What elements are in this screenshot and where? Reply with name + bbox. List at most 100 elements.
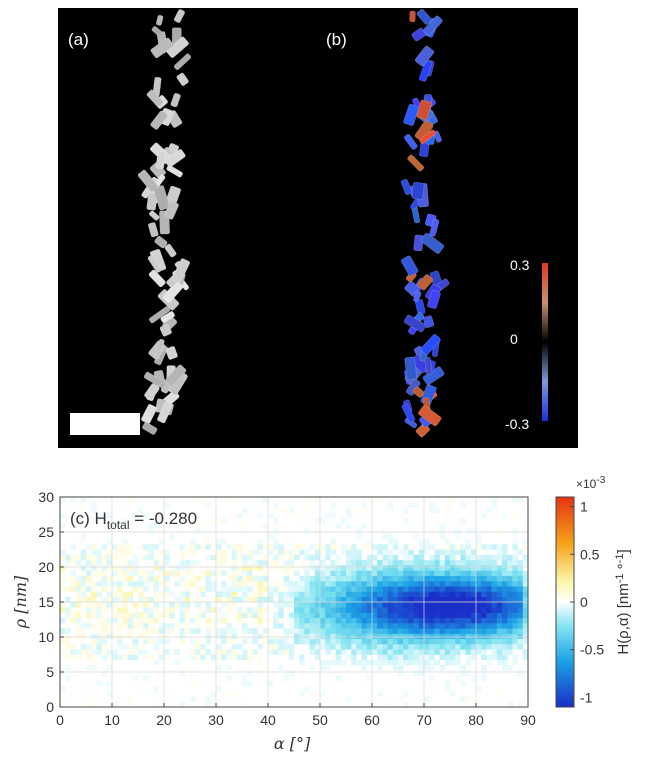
heatmap-cell bbox=[325, 544, 331, 550]
heatmap-cell bbox=[96, 549, 102, 556]
heatmap-cell bbox=[351, 612, 357, 619]
heatmap-cell bbox=[96, 617, 102, 624]
heatmap-cell bbox=[346, 633, 352, 640]
heatmap-cell bbox=[112, 654, 118, 661]
heatmap-cell bbox=[512, 659, 518, 666]
heatmap-cell bbox=[226, 654, 232, 661]
heatmap-cell bbox=[491, 502, 498, 508]
heatmap-cell bbox=[226, 638, 232, 645]
heatmap-cell bbox=[476, 533, 482, 540]
heatmap-cell bbox=[320, 596, 326, 603]
heatmap-cell bbox=[320, 518, 326, 524]
heatmap-cell bbox=[132, 602, 139, 608]
heatmap-cell bbox=[512, 528, 518, 535]
heatmap-cell bbox=[294, 607, 300, 613]
heatmap-cell bbox=[377, 560, 383, 566]
heatmap-cell bbox=[268, 560, 274, 566]
heatmap-cell bbox=[60, 638, 66, 645]
heatmap-cell bbox=[372, 644, 378, 650]
heatmap-cell bbox=[496, 628, 503, 634]
heatmap-cell bbox=[75, 554, 82, 561]
heatmap-cell bbox=[205, 696, 212, 703]
heatmap-cell bbox=[226, 570, 232, 577]
heatmap-cell bbox=[164, 633, 170, 640]
heatmap-cell bbox=[106, 617, 113, 624]
heatmap-cell bbox=[320, 638, 326, 645]
heatmap-cell bbox=[387, 570, 394, 577]
heatmap-cell bbox=[481, 602, 487, 608]
scale-bar bbox=[70, 413, 140, 435]
heatmap-cell bbox=[210, 518, 217, 524]
heatmap-cell bbox=[309, 638, 316, 645]
heatmap-cell bbox=[496, 596, 503, 603]
heatmap-cell bbox=[190, 654, 196, 661]
heatmap-cell bbox=[91, 549, 97, 556]
heatmap-cell bbox=[91, 665, 97, 671]
heatmap-cell bbox=[465, 565, 472, 571]
particle-grey bbox=[160, 311, 175, 323]
heatmap-cell bbox=[117, 581, 123, 587]
heatmap-cell bbox=[418, 633, 425, 640]
heatmap-cell bbox=[231, 596, 238, 603]
heatmap-cell bbox=[148, 612, 154, 619]
heatmap-cell bbox=[184, 581, 191, 587]
heatmap-cell bbox=[372, 649, 378, 655]
heatmap-cell bbox=[507, 554, 513, 561]
heatmap-cell bbox=[190, 581, 196, 587]
heatmap-cell bbox=[86, 617, 92, 624]
heatmap-cell bbox=[502, 665, 508, 671]
heatmap-cell bbox=[496, 654, 503, 661]
heatmap-cell bbox=[496, 565, 503, 571]
heatmap-cell bbox=[216, 518, 222, 524]
heatmap-cell bbox=[403, 586, 409, 592]
heatmap-cell bbox=[122, 602, 128, 608]
heatmap-cell bbox=[502, 575, 508, 582]
heatmap-cell bbox=[387, 612, 394, 619]
heatmap-cell bbox=[210, 544, 217, 550]
heatmap-cell bbox=[413, 670, 420, 676]
colorbar-tick-label: 1 bbox=[580, 499, 588, 515]
heatmap-cell bbox=[262, 544, 269, 550]
heatmap-cell bbox=[507, 602, 513, 608]
heatmap-cell bbox=[424, 607, 430, 613]
heatmap-cell bbox=[366, 507, 373, 514]
heatmap-cell bbox=[299, 623, 305, 629]
heatmap-cell bbox=[231, 575, 238, 582]
heatmap-cell bbox=[262, 638, 269, 645]
heatmap-cell bbox=[413, 570, 420, 577]
heatmap-cell bbox=[476, 628, 482, 634]
heatmap-cell bbox=[320, 570, 326, 577]
heatmap-cell bbox=[398, 591, 404, 598]
heatmap-cell bbox=[314, 591, 321, 598]
heatmap-cell bbox=[138, 581, 144, 587]
heatmap-cell bbox=[138, 612, 144, 619]
heatmap-cell bbox=[143, 512, 149, 519]
heatmap-cell bbox=[502, 659, 508, 666]
heatmap-cell bbox=[138, 544, 144, 550]
heatmap-cell bbox=[106, 565, 113, 571]
heatmap-cell bbox=[470, 633, 477, 640]
heatmap-cell bbox=[320, 617, 326, 624]
heatmap-cell bbox=[190, 591, 196, 598]
heatmap-cell bbox=[304, 596, 310, 603]
heatmap-cell bbox=[112, 596, 118, 603]
heatmap-cell bbox=[164, 638, 170, 645]
heatmap-cell bbox=[299, 691, 305, 697]
heatmap-cell bbox=[366, 602, 373, 608]
heatmap-cell bbox=[106, 549, 113, 556]
heatmap-cell bbox=[361, 507, 368, 514]
heatmap-cell bbox=[335, 623, 342, 629]
heatmap-cell bbox=[200, 654, 206, 661]
heatmap-cell bbox=[195, 596, 201, 603]
heatmap-cell bbox=[257, 602, 264, 608]
heatmap-cell bbox=[309, 554, 316, 561]
heatmap-cell bbox=[153, 560, 160, 566]
heatmap-cell bbox=[242, 565, 248, 571]
heatmap-cell bbox=[434, 628, 440, 634]
heatmap-cell bbox=[481, 649, 487, 655]
heatmap-cell bbox=[226, 591, 232, 598]
heatmap-cell bbox=[273, 560, 279, 566]
heatmap-cell bbox=[377, 665, 383, 671]
x-tick-label: 0 bbox=[56, 712, 64, 728]
heatmap-cell bbox=[231, 591, 238, 598]
